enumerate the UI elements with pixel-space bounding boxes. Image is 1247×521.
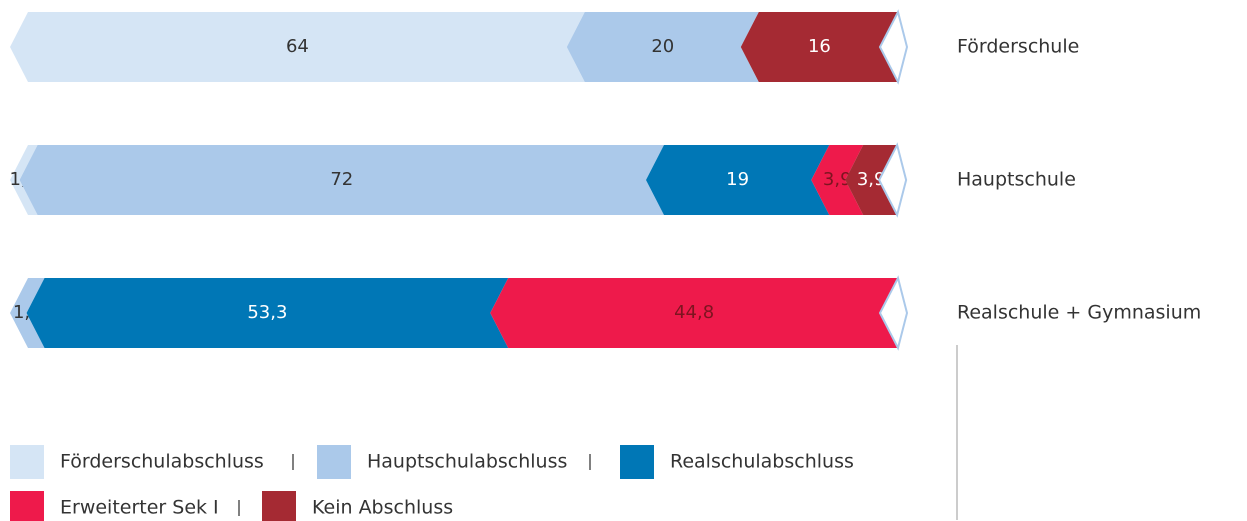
value-label: 3,9 [823,169,852,190]
value-label: 64 [286,36,309,57]
legend-swatch [10,491,44,521]
bar-segment [740,12,898,82]
legend-swatch [262,491,296,521]
bar-segment [566,12,759,82]
category-label: Förderschule [957,36,1079,58]
value-label: 44,8 [674,302,714,323]
bar-segment [26,278,509,348]
bar-segment [10,278,45,348]
value-label: 16 [808,36,831,57]
legend-label: Realschulabschluss [670,451,854,473]
legend-label: Hauptschulabschluss [367,451,567,473]
legend-swatch [10,445,44,479]
legend-swatch [317,445,351,479]
bar-segment [10,145,38,215]
bar-segment [19,145,664,215]
bar-segment [645,145,830,215]
category-label: Realschule + Gymnasium [957,302,1201,324]
bar-segment [811,145,864,215]
bar-segment [845,145,898,215]
legend-label: Förderschulabschluss [60,451,264,473]
bar-segment [10,12,585,82]
value-label: 72 [330,169,353,190]
legend-swatch [620,445,654,479]
value-label: 3,9 [857,169,886,190]
value-label: 53,3 [247,302,287,323]
bar-segment [490,278,898,348]
legend-label: Erweiterter Sek I [60,497,219,519]
value-label: 19 [726,169,749,190]
category-label: Hauptschule [957,169,1076,191]
bar-cap [878,9,909,85]
bar-cap [878,275,909,351]
legend-label: Kein Abschluss [312,497,453,519]
bar-cap [878,142,908,218]
value-label: 20 [651,36,674,57]
